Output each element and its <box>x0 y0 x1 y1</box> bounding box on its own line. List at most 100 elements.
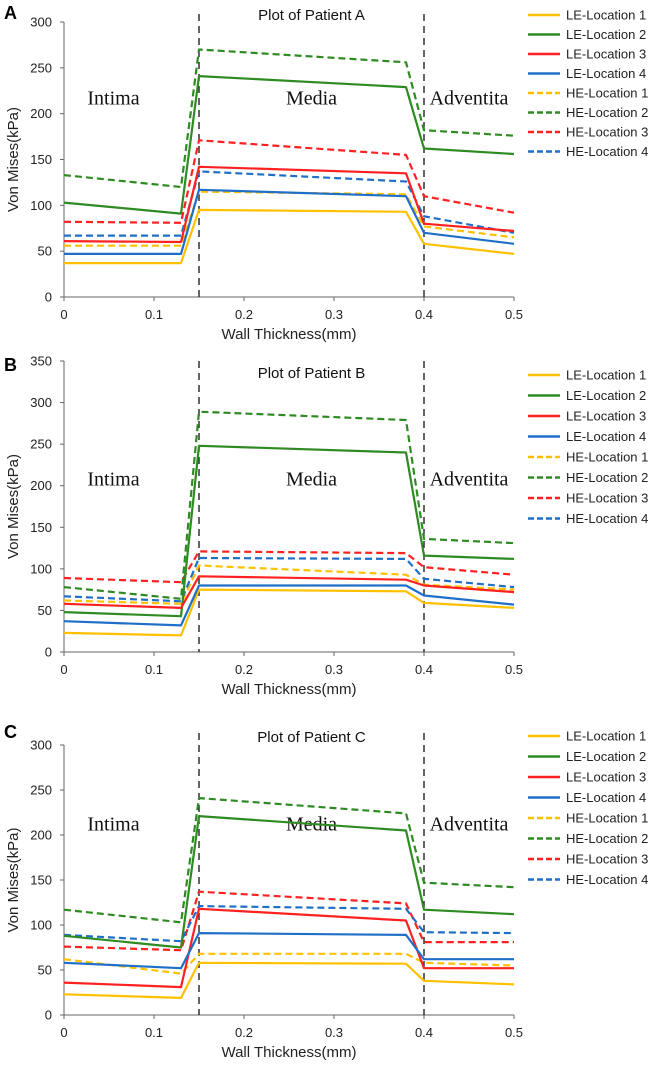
y-tick-label: 150 <box>30 152 52 167</box>
x-axis-title: Wall Thickness(mm) <box>221 681 356 698</box>
region-label-intima: Intima <box>87 469 139 491</box>
chart-b-svg: B 0 50 100 150 200 250 300 350 0 0.1 0.2 0.3 0.4 0.5 Wa… <box>4 354 648 699</box>
y-axis-title: Von Mises(kPa) <box>5 827 22 932</box>
y-tick-label: 0 <box>45 1008 52 1023</box>
y-tick-label: 0 <box>45 290 52 305</box>
region-label-adventita: Adventita <box>430 88 509 110</box>
y-tick-label: 300 <box>30 15 52 30</box>
y-tick-label: 350 <box>30 354 52 369</box>
legend-label-le-location-2: LE-Location 2 <box>566 27 646 42</box>
legend-label-he-location-1: HE-Location 1 <box>566 450 648 465</box>
region-label-intima: Intima <box>87 88 139 110</box>
legend-label-he-location-2: HE-Location 2 <box>566 105 648 120</box>
legend-label-he-location-4: HE-Location 4 <box>566 872 648 887</box>
legend-label-he-location-3: HE-Location 3 <box>566 491 648 506</box>
y-axis-title: Von Mises(kPa) <box>5 454 22 559</box>
y-tick-label: 100 <box>30 561 52 576</box>
x-tick-label: 0.4 <box>415 1025 433 1040</box>
y-tick-label: 250 <box>30 60 52 75</box>
y-tick-label: 300 <box>30 738 52 753</box>
legend-label-le-location-4: LE-Location 4 <box>566 429 646 444</box>
chart-c-svg: C 0 50 100 150 200 250 300 0 0.1 0.2 0.3 0.4 0.5 Wall … <box>4 722 648 1061</box>
chart-a-svg: A 0 50 100 150 200 250 300 0 0.1 0.2 0.3 0.4 0.5 Wall … <box>4 3 648 343</box>
y-tick-label: 200 <box>30 478 52 493</box>
legend-label-he-location-1: HE-Location 1 <box>566 86 648 101</box>
series-line-le-location-4 <box>63 932 514 970</box>
legend-label-le-location-4: LE-Location 4 <box>566 66 646 81</box>
chart-title: Plot of Patient B <box>258 365 366 382</box>
y-tick-label: 300 <box>30 395 52 410</box>
series-line-he-location-3 <box>63 550 515 584</box>
series-line-le-location-1 <box>63 961 515 999</box>
x-tick-label: 0 <box>60 662 67 677</box>
chart-title: Plot of Patient A <box>258 7 365 24</box>
region-label-media: Media <box>286 88 337 110</box>
y-tick-label: 150 <box>30 873 52 888</box>
legend-label-le-location-4: LE-Location 4 <box>566 790 646 805</box>
chart-panel-c: C 0 50 100 150 200 250 300 0 0.1 0.2 0.3 0.4 0.5 Wall … <box>0 710 671 1065</box>
region-label-adventita: Adventita <box>430 814 509 836</box>
series-line-le-location-2 <box>63 814 515 949</box>
legend-label-le-location-1: LE-Location 1 <box>566 729 646 744</box>
y-tick-label: 250 <box>30 783 52 798</box>
y-tick-label: 100 <box>30 198 52 213</box>
chart-panel-b: B 0 50 100 150 200 250 300 350 0 0.1 0.2 0.3 0.4 0.5 Wa… <box>0 354 671 710</box>
chart-panel-a: A 0 50 100 150 200 250 300 0 0.1 0.2 0.3 0.4 0.5 Wall … <box>0 0 671 355</box>
y-tick-label: 50 <box>38 963 52 978</box>
series-line-le-location-3 <box>63 907 514 989</box>
x-tick-label: 0.2 <box>235 662 253 677</box>
series-line-he-location-4 <box>63 905 515 943</box>
series-line-le-location-2 <box>63 74 515 215</box>
series-line-le-location-3 <box>63 575 515 609</box>
series-line-he-location-2 <box>63 410 515 600</box>
x-tick-label: 0 <box>60 307 67 322</box>
x-tick-label: 0.1 <box>145 1025 163 1040</box>
y-tick-label: 100 <box>30 918 52 933</box>
x-tick-label: 0.4 <box>415 307 433 322</box>
legend-label-le-location-2: LE-Location 2 <box>566 749 646 764</box>
legend-label-he-location-4: HE-Location 4 <box>566 144 648 159</box>
x-tick-label: 0.2 <box>235 1025 253 1040</box>
x-tick-label: 0.1 <box>145 307 163 322</box>
series-line-he-location-2 <box>63 796 515 924</box>
legend-label-he-location-4: HE-Location 4 <box>566 511 648 526</box>
region-label-adventita: Adventita <box>430 469 509 491</box>
region-label-media: Media <box>286 469 337 491</box>
y-tick-label: 50 <box>38 244 52 259</box>
legend-label-le-location-1: LE-Location 1 <box>566 368 646 383</box>
series-line-le-location-2 <box>63 444 515 618</box>
y-tick-label: 200 <box>30 828 52 843</box>
series-line-he-location-3 <box>63 890 514 952</box>
x-tick-label: 0.2 <box>235 307 253 322</box>
y-tick-label: 200 <box>30 106 52 121</box>
x-tick-label: 0.4 <box>415 662 433 677</box>
legend-label-le-location-3: LE-Location 3 <box>566 47 646 62</box>
x-tick-label: 0.3 <box>325 1025 343 1040</box>
legend-label-le-location-3: LE-Location 3 <box>566 409 646 424</box>
x-tick-label: 0.5 <box>505 1025 523 1040</box>
series-line-le-location-3 <box>63 165 515 244</box>
legend-label-he-location-2: HE-Location 2 <box>566 470 648 485</box>
x-tick-label: 0.1 <box>145 662 163 677</box>
panel-letter: A <box>4 3 17 23</box>
series-line-le-location-4 <box>63 584 515 627</box>
y-tick-label: 150 <box>30 520 52 535</box>
x-axis-title: Wall Thickness(mm) <box>221 1044 356 1061</box>
legend-label-le-location-2: LE-Location 2 <box>566 388 646 403</box>
series-line-he-location-1 <box>63 952 515 975</box>
legend-label-le-location-1: LE-Location 1 <box>566 8 646 23</box>
series-line-le-location-1 <box>63 588 515 637</box>
panel-letter: B <box>4 355 17 375</box>
x-tick-label: 0.5 <box>505 307 523 322</box>
series-line-le-location-4 <box>64 188 515 255</box>
y-tick-label: 50 <box>38 603 52 618</box>
y-axis-title: Von Mises(kPa) <box>5 107 22 212</box>
x-tick-label: 0.3 <box>325 307 343 322</box>
legend-label-he-location-2: HE-Location 2 <box>566 831 648 846</box>
x-axis-title: Wall Thickness(mm) <box>221 326 356 343</box>
y-tick-label: 0 <box>45 645 52 660</box>
legend-label-he-location-1: HE-Location 1 <box>566 811 648 826</box>
series-line-he-location-4 <box>64 170 515 237</box>
legend-label-he-location-3: HE-Location 3 <box>566 852 648 867</box>
panel-letter: C <box>4 722 17 742</box>
